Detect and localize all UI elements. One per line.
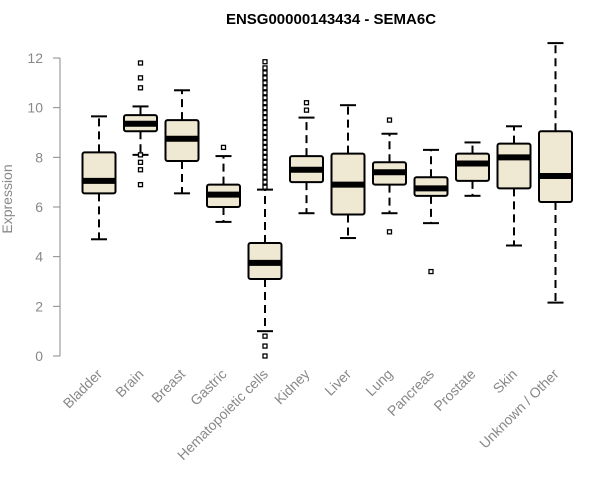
outlier-point <box>386 229 393 235</box>
x-tick-label: Brain <box>112 366 146 400</box>
outlier-point <box>137 75 144 81</box>
y-tick-label: 2 <box>35 298 43 314</box>
outlier-point <box>262 333 268 339</box>
outlier-point <box>386 117 393 123</box>
outlier-point <box>262 75 268 81</box>
outlier-point <box>262 129 268 136</box>
outlier-point <box>262 59 268 65</box>
outlier-point <box>262 179 268 185</box>
y-tick-label: 4 <box>35 249 43 265</box>
box-rect <box>538 130 573 204</box>
outlier-point <box>262 184 268 190</box>
outlier-point <box>262 164 268 170</box>
outlier-point <box>262 114 268 121</box>
outlier-point <box>137 85 144 91</box>
outlier-point <box>220 144 227 151</box>
outlier-point <box>137 159 144 165</box>
boxes <box>81 42 573 359</box>
y-axis-label: Expression <box>0 164 15 233</box>
outlier-point <box>262 134 268 141</box>
outlier-point <box>262 100 268 106</box>
outlier-point <box>137 152 144 158</box>
outlier-point <box>262 95 268 101</box>
outlier-point <box>137 181 144 188</box>
x-tick-label: Skin <box>490 366 521 397</box>
x-tick-label: Liver <box>321 366 354 399</box>
outlier-point <box>262 169 268 175</box>
outlier-point <box>262 70 268 76</box>
outlier-point <box>262 65 268 71</box>
x-tick-label: Breast <box>148 366 188 406</box>
y-tick-label: 8 <box>35 149 43 165</box>
box-unknown-other <box>538 42 573 304</box>
outlier-point <box>262 159 268 165</box>
x-tick-label: Kidney <box>271 366 313 408</box>
box-rect <box>455 152 490 182</box>
x-tick-label: Bladder <box>60 366 106 412</box>
outlier-point <box>262 80 268 86</box>
box-brain <box>123 60 158 188</box>
outlier-point <box>262 119 268 126</box>
outlier-point <box>262 85 268 91</box>
y-axis: 0 2 4 6 8 10 12 <box>27 50 61 364</box>
outlier-point <box>303 100 310 106</box>
outlier-point <box>303 107 310 113</box>
outlier-point <box>137 167 144 173</box>
box-rect <box>81 151 117 195</box>
box-hematopoietic-cells <box>247 59 283 359</box>
outlier-point <box>262 124 268 131</box>
outlier-point <box>262 353 268 359</box>
outlier-point <box>262 149 268 156</box>
box-bladder <box>81 115 117 241</box>
outlier-point <box>137 60 144 66</box>
outlier-point <box>262 90 268 96</box>
chart-title: ENSG00000143434 - SEMA6C <box>226 11 436 28</box>
box-liver <box>330 104 366 240</box>
x-tick-label: Unknown / Other <box>476 366 562 452</box>
x-tick-label: Lung <box>362 366 395 399</box>
y-tick-label: 10 <box>27 100 43 116</box>
y-tick-label: 6 <box>35 199 43 215</box>
box-prostate <box>455 141 490 197</box>
outlier-point <box>428 268 434 275</box>
box-skin <box>496 125 532 247</box>
box-kidney <box>289 100 324 215</box>
outlier-point <box>262 109 268 116</box>
outlier-point <box>262 343 268 349</box>
y-tick-label: 12 <box>27 50 43 66</box>
outlier-point <box>262 105 268 111</box>
box-lung <box>372 117 407 235</box>
y-tick-label: 0 <box>35 348 43 364</box>
outlier-point <box>262 139 268 146</box>
box-pancreas <box>413 148 449 275</box>
box-breast <box>164 89 200 195</box>
box-gastric <box>206 144 241 223</box>
outlier-point <box>262 174 268 180</box>
x-tick-label: Prostate <box>430 366 478 414</box>
box-rect <box>496 142 532 190</box>
outlier-point <box>262 144 268 151</box>
outlier-point <box>262 154 268 160</box>
